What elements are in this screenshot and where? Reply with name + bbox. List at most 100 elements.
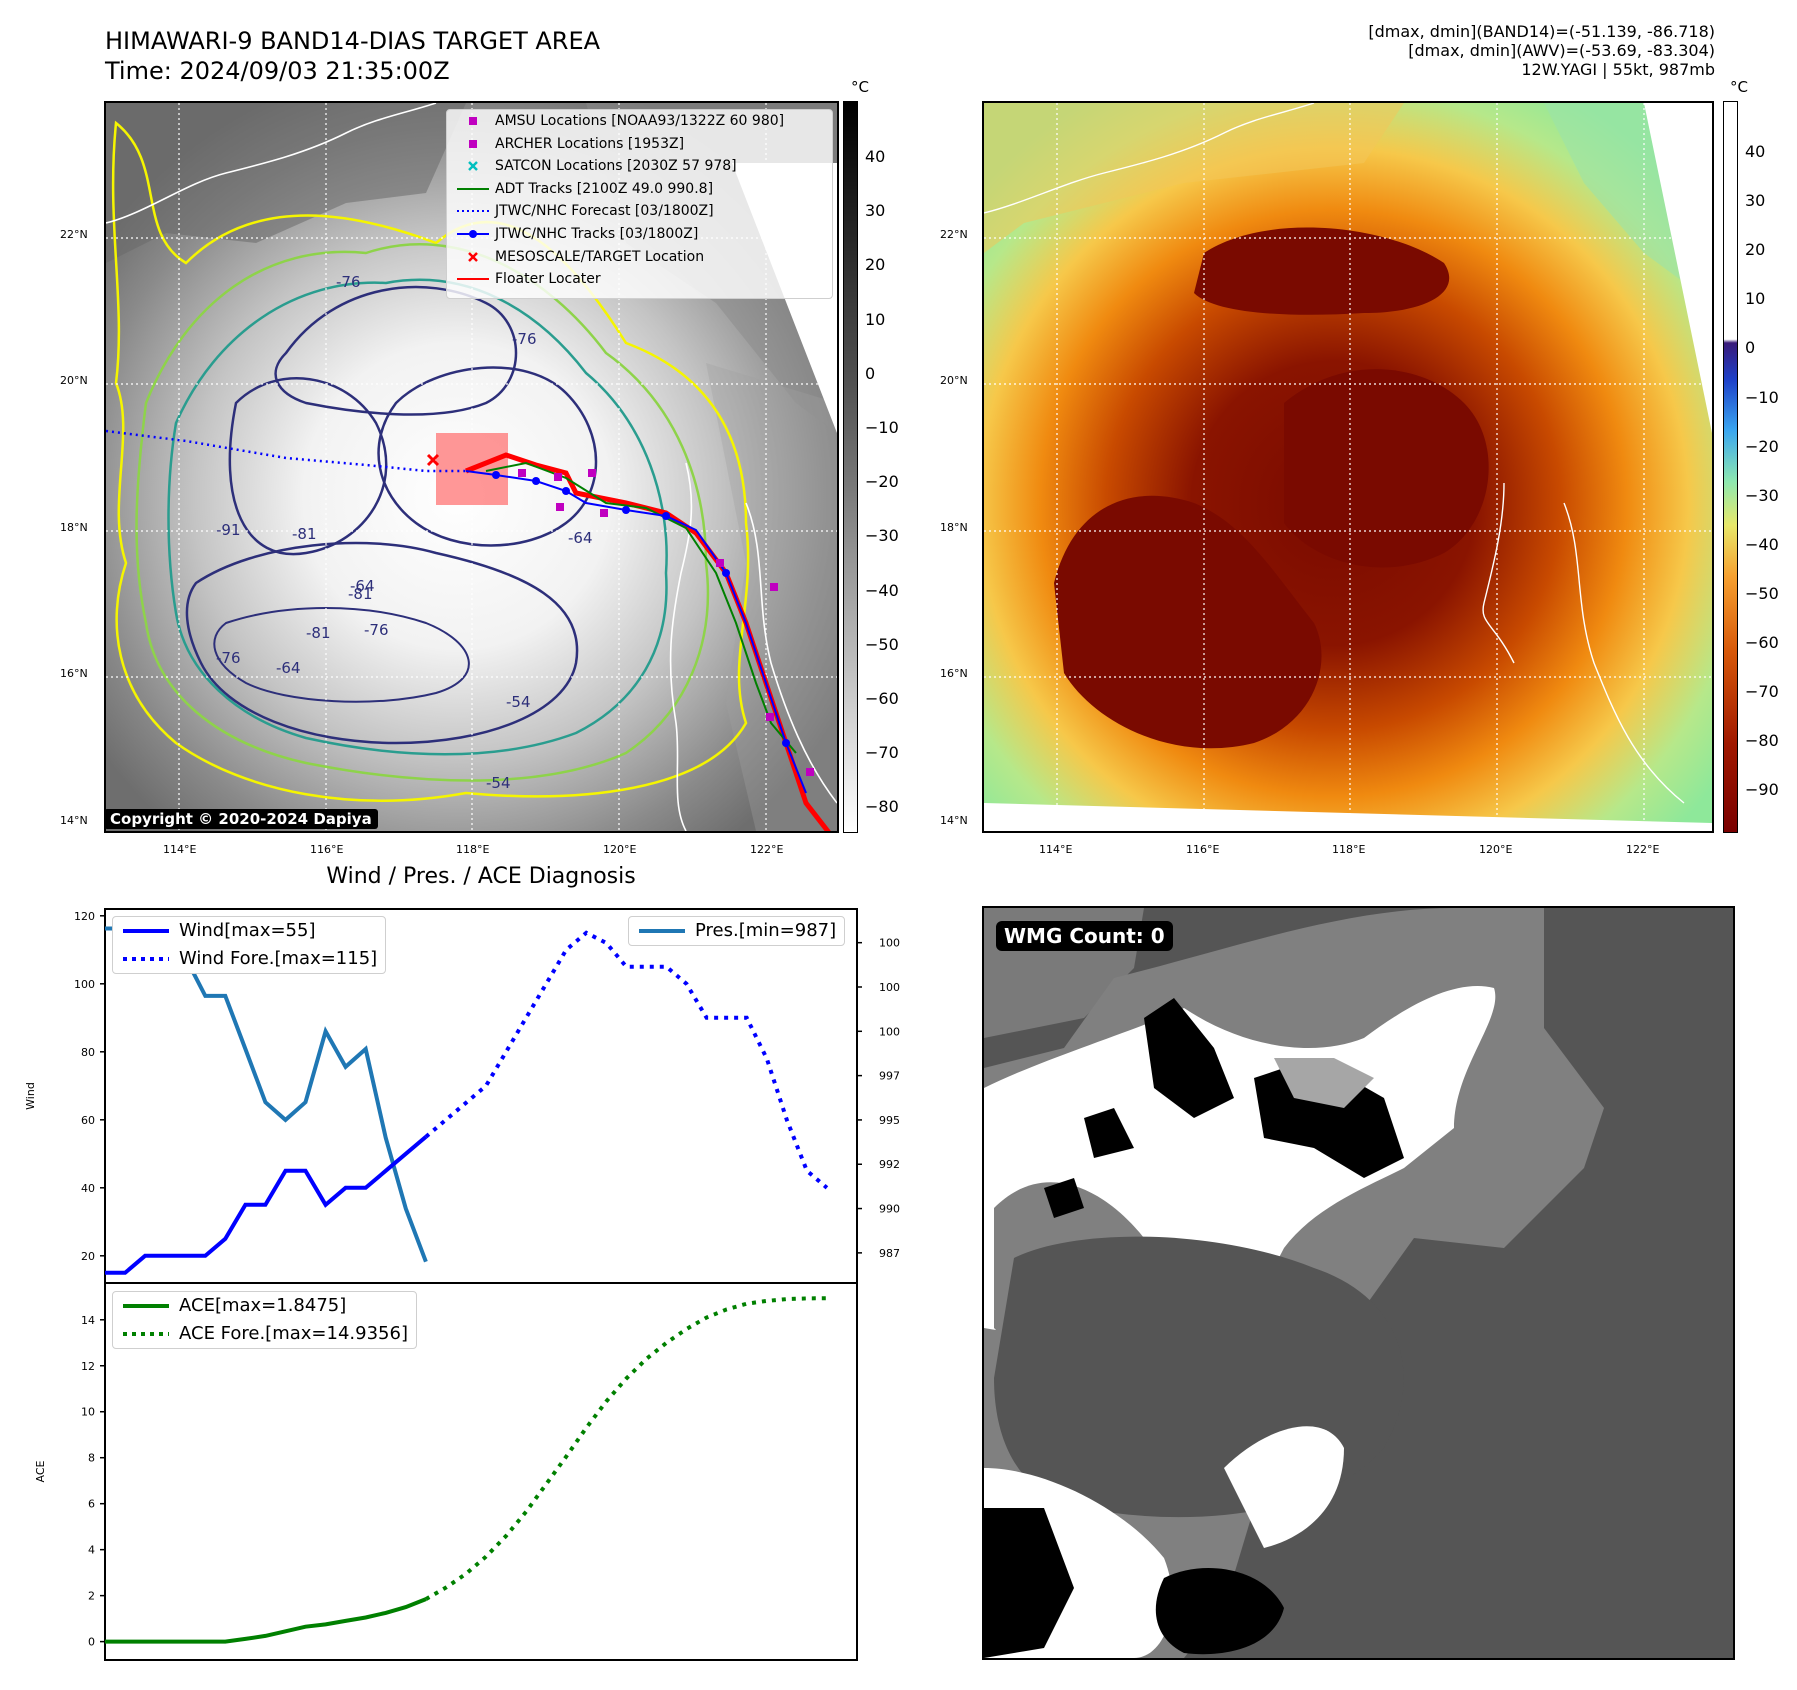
contour-label: -81 <box>306 624 331 642</box>
pressure-tick-label: 995.0 <box>879 1114 900 1127</box>
pressure-tick-label: 1002.5 <box>879 981 900 994</box>
colorbar-tick: 0 <box>865 363 876 383</box>
colorbar-tick: −30 <box>1745 485 1779 505</box>
colorbar-tick: −80 <box>1745 731 1779 751</box>
lat-tick: 22°N <box>940 228 968 241</box>
wind-tick-label: 120 <box>74 910 95 923</box>
contour-label: -54 <box>506 693 531 711</box>
contour-label: -76 <box>336 273 361 291</box>
colorbar-tick: −90 <box>1745 780 1779 800</box>
contour-label: -64 <box>276 659 301 677</box>
colorbar-tick: 0 <box>1745 338 1756 358</box>
legend-item-pressure: Pres.[min=987] <box>639 920 837 941</box>
legend-item-floater: Floater Locater <box>457 271 601 288</box>
legend-item-amsu: AMSU Locations [NOAA93/1322Z 60 980] <box>447 110 832 133</box>
legend-item-wind-forecast: Wind Fore.[max=115] <box>123 948 378 969</box>
contour-label: -64 <box>350 577 375 595</box>
legend-item-adt: ADT Tracks [2100Z 49.0 990.8] <box>457 180 714 197</box>
contour-label: -81 <box>292 525 317 543</box>
awv-map-panel <box>982 101 1714 833</box>
lat-tick: 20°N <box>60 374 88 387</box>
colorbar-tick: −10 <box>865 418 899 437</box>
ace-tick-label: 14 <box>81 1314 95 1327</box>
wind-line <box>105 1135 428 1275</box>
info-line-1: [dmax, dmin](BAND14)=(-51.139, -86.718) <box>1368 22 1715 41</box>
ace-tick-label: 6 <box>88 1498 95 1511</box>
wmg-image <box>984 908 1733 1658</box>
lon-tick: 120°E <box>603 843 637 856</box>
ace-forecast-line <box>424 1296 827 1601</box>
ace-line <box>105 1597 427 1644</box>
wind-tick-label: 20 <box>81 1250 95 1263</box>
wind-axis-label: Wind <box>24 1082 37 1110</box>
lon-tick: 122°E <box>750 843 784 856</box>
figure-title: HIMAWARI-9 BAND14-DIAS TARGET AREA Time:… <box>105 26 600 86</box>
lon-tick: 118°E <box>456 843 490 856</box>
ace-axis-label: ACE <box>34 1460 47 1482</box>
ace-tick-label: 2 <box>88 1590 95 1603</box>
colorbar-tick: −50 <box>1745 583 1779 603</box>
legend-item-jtwc-forecast: JTWC/NHC Forecast [03/1800Z] <box>457 203 714 220</box>
lat-tick: 16°N <box>60 667 88 680</box>
wind-tick-label: 80 <box>81 1046 95 1059</box>
ace-tick-label: 4 <box>88 1544 95 1557</box>
diagnosis-chart: 20406080100120987.5990.0992.5995.0997.51… <box>24 908 900 1661</box>
colorbar-tick: −70 <box>865 743 899 763</box>
colorbar-tick: −60 <box>865 689 899 708</box>
lon-tick: 120°E <box>1479 843 1513 856</box>
ace-tick-label: 0 <box>88 1636 95 1649</box>
lat-tick: 22°N <box>60 228 88 241</box>
colorbar-tick: −60 <box>1745 633 1779 652</box>
colorbar-tick: −50 <box>865 634 899 654</box>
wind-tick-label: 60 <box>81 1114 95 1127</box>
colorbar-tick: −80 <box>865 797 899 817</box>
ir-map-panel: -76 -76 -81 -81 -64 -64 -81 -76 -91 -54 … <box>104 101 839 833</box>
pressure-legend: Pres.[min=987] <box>628 916 846 946</box>
wind-tick-label: 40 <box>81 1182 95 1195</box>
contour-label: -76 <box>216 649 241 667</box>
lat-tick: 14°N <box>940 814 968 827</box>
legend-item-satcon: SATCON Locations [2030Z 57 978] <box>447 155 832 178</box>
lon-tick: 114°E <box>1039 843 1073 856</box>
colorbar-tick: −20 <box>865 472 899 492</box>
pressure-tick-label: 1005.0 <box>879 937 900 950</box>
wind-legend: Wind[max=55] Wind Fore.[max=115] <box>112 916 387 974</box>
figure-info: [dmax, dmin](BAND14)=(-51.139, -86.718) … <box>1368 22 1715 79</box>
title-line-2: Time: 2024/09/03 21:35:00Z <box>105 57 450 85</box>
info-line-3: 12W.YAGI | 55kt, 987mb <box>1521 60 1715 79</box>
pressure-tick-label: 992.5 <box>879 1158 900 1171</box>
colorbar-tick: −70 <box>1745 682 1779 702</box>
colorbar-tick: −10 <box>1745 387 1779 407</box>
contour-label: -91 <box>216 521 241 539</box>
legend-item-ace: ACE[max=1.8475] <box>123 1295 347 1316</box>
colorbar-tick: 40 <box>1745 142 1766 161</box>
pressure-tick-label: 997.5 <box>879 1070 900 1083</box>
lon-tick: 118°E <box>1332 843 1366 856</box>
title-line-1: HIMAWARI-9 BAND14-DIAS TARGET AREA <box>105 27 601 55</box>
colorbar-tick: 20 <box>865 255 886 275</box>
colorbar-ir <box>843 101 858 833</box>
ace-plot-frame <box>104 1282 858 1661</box>
lon-tick: 116°E <box>310 843 344 856</box>
lat-tick: 16°N <box>940 667 968 680</box>
wmg-count-badge: WMG Count: 0 <box>996 921 1173 951</box>
ace-tick-label: 12 <box>81 1360 95 1373</box>
copyright-badge: Copyright © 2020-2024 Dapiya <box>104 809 378 829</box>
legend-item-ace-forecast: ACE Fore.[max=14.9356] <box>123 1323 408 1344</box>
lat-tick: 18°N <box>940 521 968 534</box>
contour-label: -81 <box>348 585 373 603</box>
colorbar-tick: 20 <box>1745 240 1766 260</box>
wmg-panel <box>982 906 1735 1660</box>
lon-tick: 114°E <box>163 843 197 856</box>
contour-label: -54 <box>486 774 511 792</box>
legend-item-archer: ARCHER Locations [1953Z] <box>447 133 832 156</box>
legend-item-jtwc-tracks: JTWC/NHC Tracks [03/1800Z] <box>447 223 832 246</box>
contour-label: -64 <box>568 529 593 547</box>
ace-legend: ACE[max=1.8475] ACE Fore.[max=14.9356] <box>112 1291 417 1349</box>
colorbar-tick: −30 <box>865 526 899 546</box>
colorbar-tick: 10 <box>865 309 886 329</box>
lat-tick: 14°N <box>60 814 88 827</box>
colorbar-tick: 40 <box>865 147 886 166</box>
lon-tick: 122°E <box>1626 843 1660 856</box>
